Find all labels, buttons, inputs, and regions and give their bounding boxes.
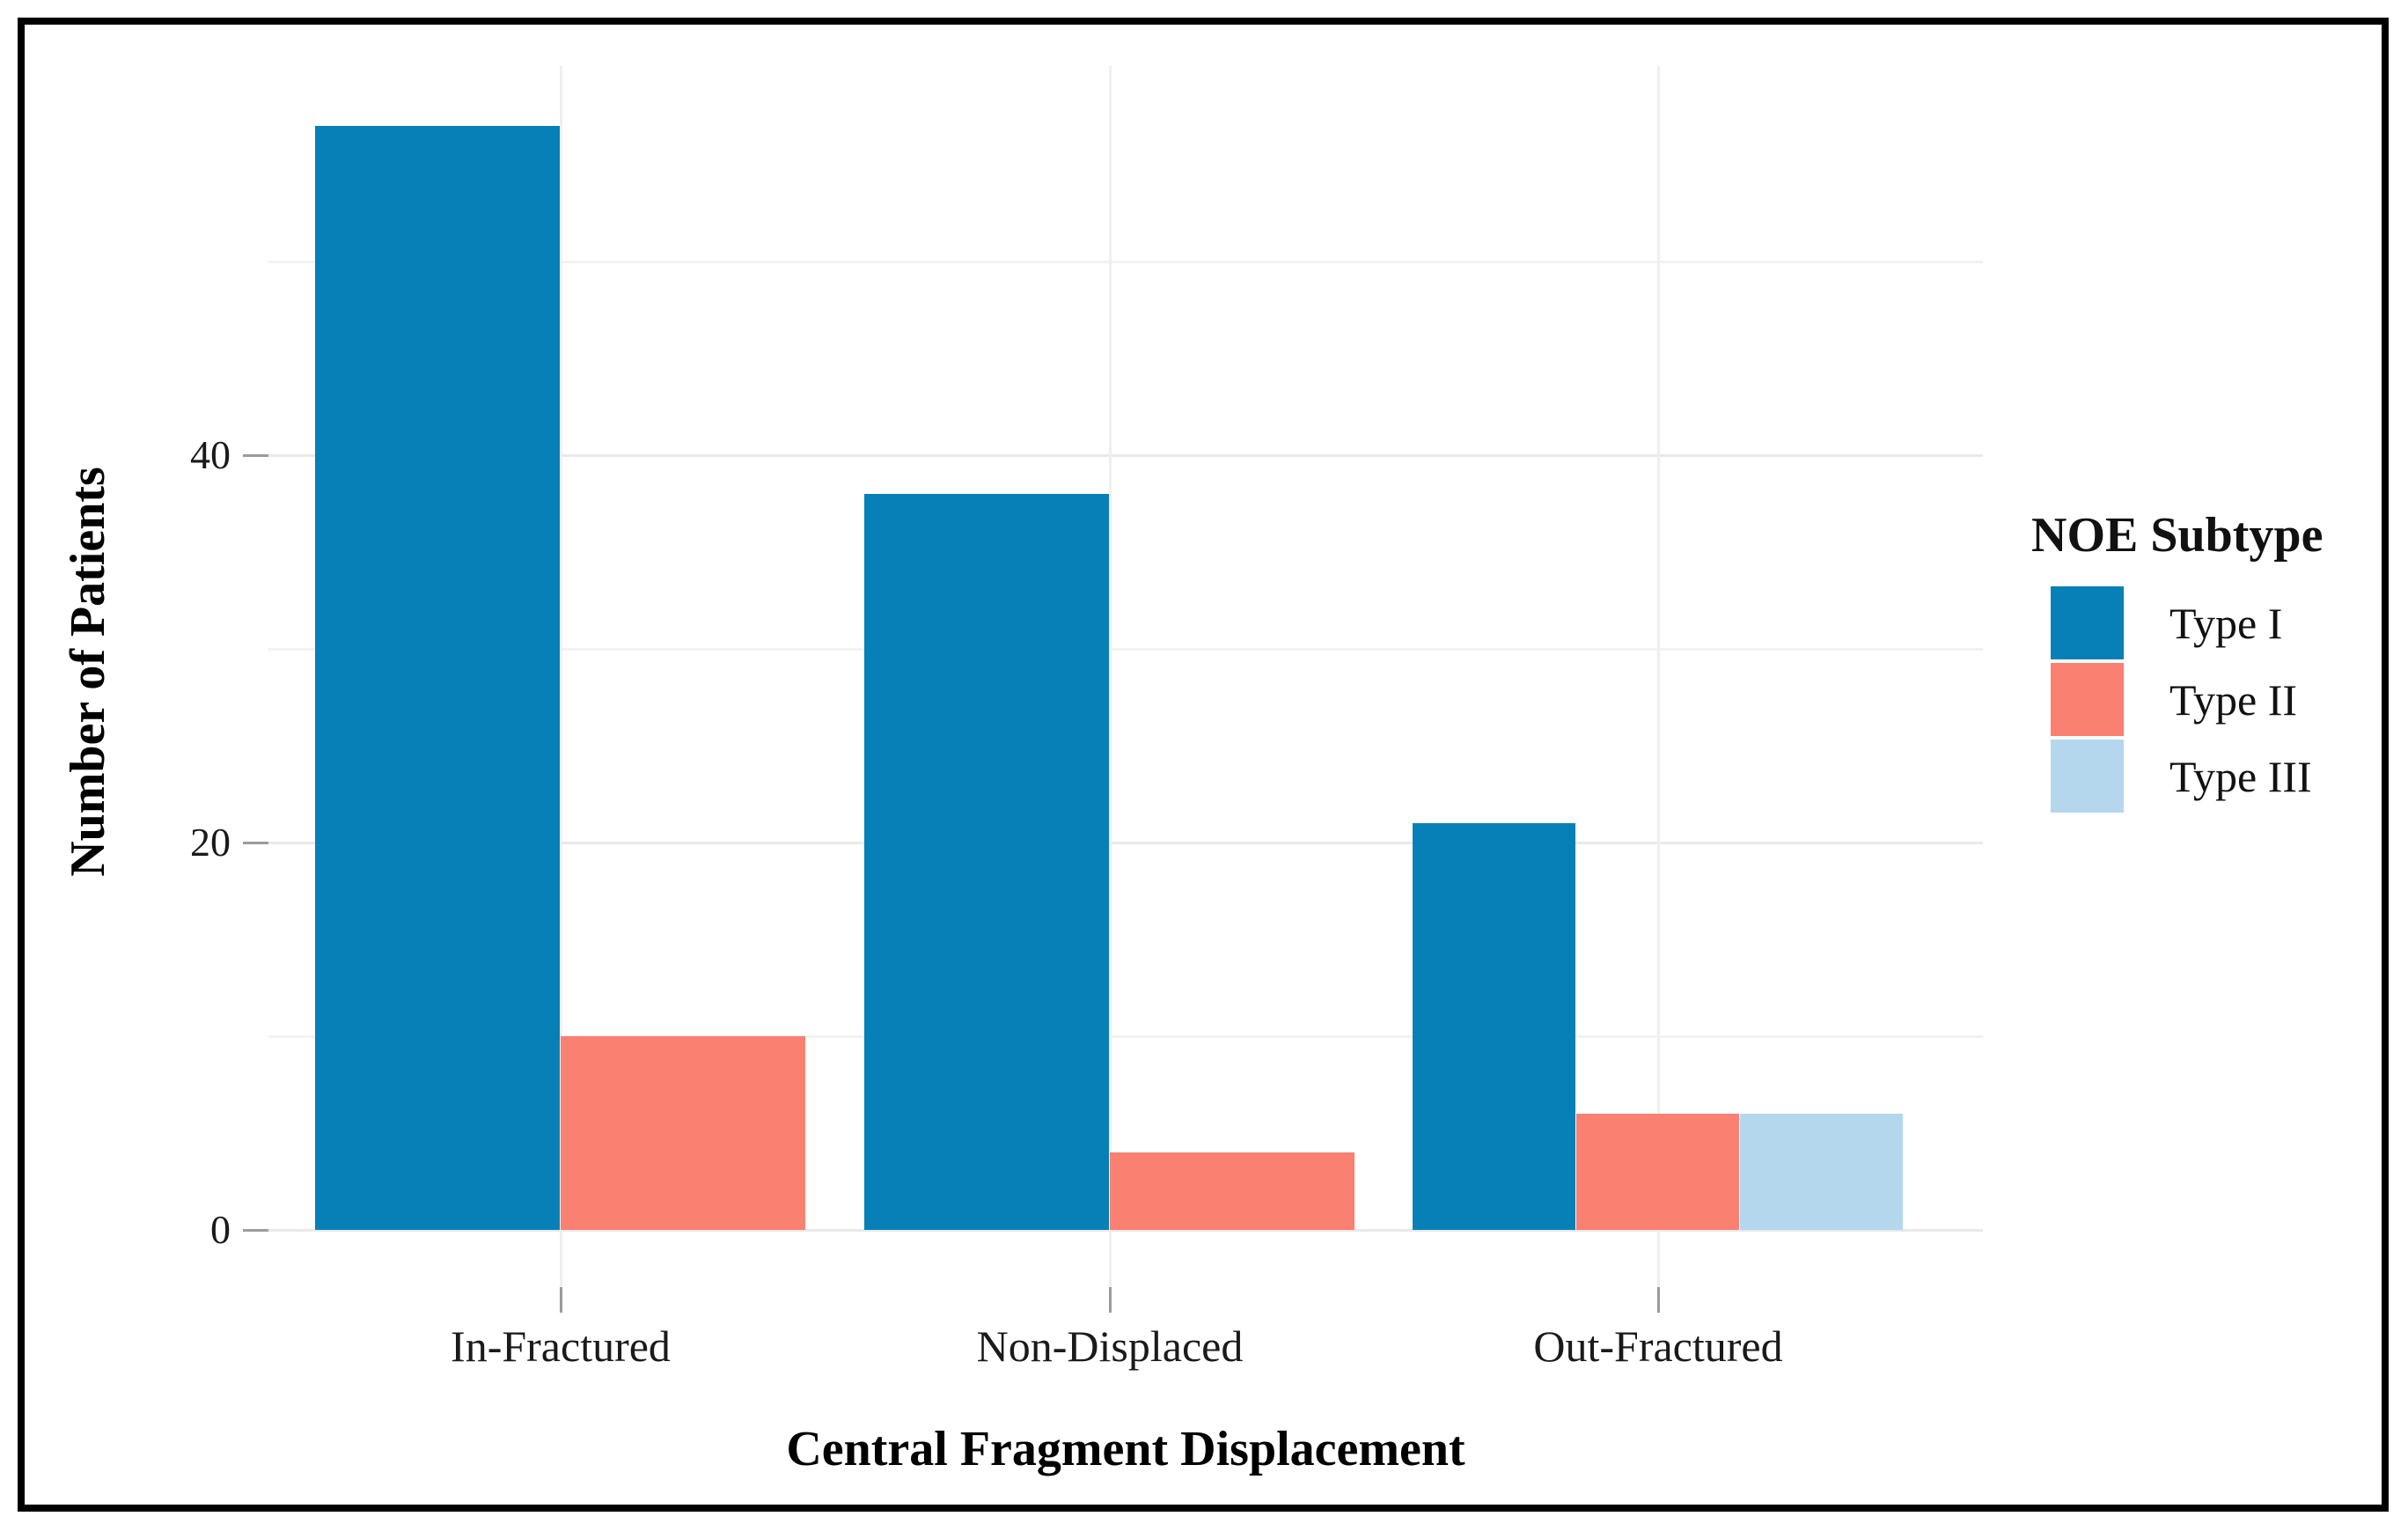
bar-type-i-out-fractured	[1413, 823, 1575, 1230]
x-tick-out-fractured	[1657, 1287, 1660, 1313]
gridline-x-non-displaced	[1109, 66, 1112, 1287]
x-axis-title: Central Fragment Displacement	[786, 1422, 1465, 1476]
legend-label-type-i: Type I	[2169, 598, 2283, 648]
gridline-y-20	[268, 842, 1983, 844]
type-iii-swatch-icon	[2051, 740, 2124, 813]
gridline-y-10	[268, 1035, 1983, 1038]
x-tick-in-fractured	[560, 1287, 562, 1313]
bar-type-ii-in-fractured	[561, 1036, 805, 1230]
type-ii-swatch-icon	[2051, 663, 2124, 736]
bar-type-iii-out-fractured	[1740, 1114, 1903, 1230]
y-axis-title: Number of Patients	[61, 467, 115, 877]
legend-label-type-ii: Type II	[2169, 674, 2298, 725]
bar-type-i-non-displaced	[864, 494, 1109, 1230]
y-tick-label-20: 20	[190, 820, 231, 865]
legend-item-type-iii: Type III	[2031, 740, 2383, 813]
type-i-swatch-icon	[2051, 586, 2124, 659]
legend-item-type-i: Type I	[2031, 586, 2383, 659]
gridline-y-40	[268, 454, 1983, 457]
legend-title: NOE Subtype	[2031, 508, 2324, 563]
bar-type-i-in-fractured	[315, 126, 560, 1230]
gridline-y-0	[268, 1229, 1983, 1232]
y-tick-20	[243, 842, 268, 844]
x-category-label-out-fractured: Out-Fractured	[1533, 1321, 1783, 1371]
bar-type-ii-out-fractured	[1576, 1114, 1739, 1230]
gridline-y-50	[268, 261, 1983, 263]
x-category-label-non-displaced: Non-Displaced	[976, 1321, 1244, 1371]
y-tick-40	[243, 454, 268, 457]
x-tick-non-displaced	[1109, 1287, 1112, 1313]
bar-type-ii-non-displaced	[1110, 1152, 1354, 1230]
legend: NOE Subtype Type I Type II Type III	[2031, 509, 2383, 816]
y-tick-label-40: 40	[190, 432, 231, 477]
legend-item-type-ii: Type II	[2031, 663, 2383, 736]
y-tick-label-0: 0	[210, 1207, 231, 1252]
gridline-x-in-fractured	[560, 66, 562, 1287]
legend-label-type-iii: Type III	[2169, 751, 2312, 801]
y-tick-0	[243, 1229, 268, 1232]
gridline-x-out-fractured	[1657, 66, 1660, 1287]
gridline-y-30	[268, 648, 1983, 651]
x-category-label-in-fractured: In-Fractured	[451, 1321, 671, 1371]
